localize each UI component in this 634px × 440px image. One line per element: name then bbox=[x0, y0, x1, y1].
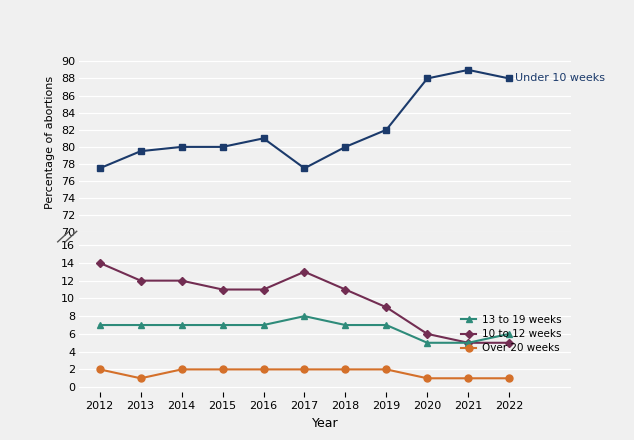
Y-axis label: Percentage of abortions: Percentage of abortions bbox=[45, 76, 55, 209]
Text: Under 10 weeks: Under 10 weeks bbox=[515, 73, 605, 84]
X-axis label: Year: Year bbox=[312, 417, 338, 430]
Legend: 13 to 19 weeks, 10 to 12 weeks, Over 20 weeks: 13 to 19 weeks, 10 to 12 weeks, Over 20 … bbox=[456, 311, 566, 358]
